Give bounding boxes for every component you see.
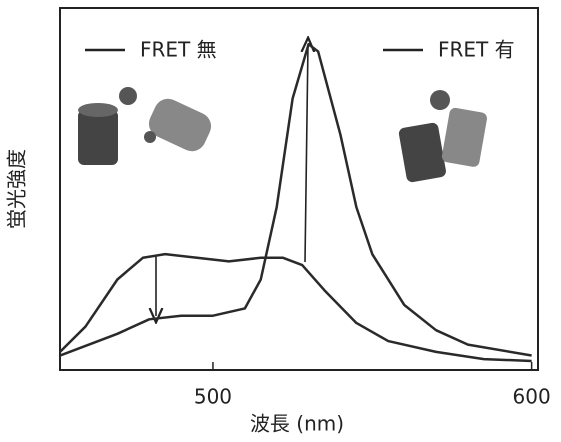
- icon-no-fret: [78, 87, 216, 165]
- y-axis-label: 蛍光強度: [5, 149, 29, 229]
- x-tick-label: 600: [513, 385, 551, 409]
- x-tick-label: 500: [194, 385, 232, 409]
- arrow-up: [305, 44, 308, 262]
- chart: 波長 (nm) 蛍光強度 FRET 無 FRET 有 500 600: [0, 0, 561, 442]
- x-axis-label: 波長 (nm): [250, 412, 344, 436]
- icon-fret: [398, 90, 488, 183]
- legend-label: FRET 無: [140, 38, 217, 62]
- legend-label: FRET 有: [438, 38, 515, 62]
- plot-frame: [60, 8, 538, 370]
- series-line: [60, 254, 532, 361]
